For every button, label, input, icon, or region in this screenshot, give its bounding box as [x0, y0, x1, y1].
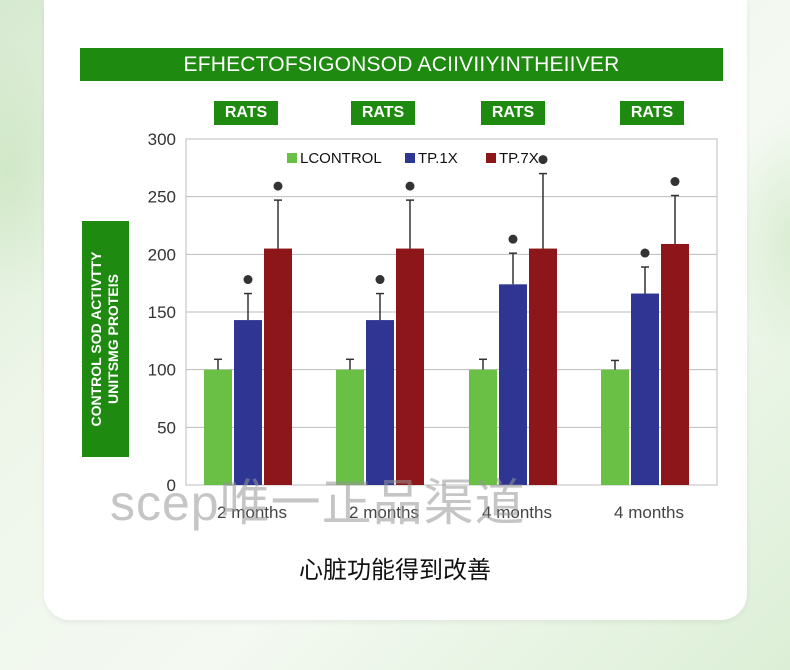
bar [631, 293, 659, 485]
y-tick-label: 300 [148, 130, 176, 149]
chart-caption: 心脏功能得到改善 [299, 557, 491, 584]
watermark: scep唯一正品渠道 [110, 475, 526, 531]
bar [601, 369, 629, 485]
bar [499, 284, 527, 485]
legend-swatch [486, 153, 496, 163]
legend-swatch [287, 153, 297, 163]
significance-dot [538, 155, 548, 165]
bar [264, 248, 292, 485]
y-axis-label-box [82, 221, 129, 457]
group-label-2: RATS [351, 101, 415, 125]
bar [366, 320, 394, 485]
bar [469, 369, 497, 485]
bar [396, 248, 424, 485]
legend-label: TP.7X [499, 150, 539, 167]
significance-dot [640, 248, 650, 258]
x-category-label: 2 months [217, 503, 287, 522]
legend-label: LCONTROL [300, 150, 382, 167]
chart-title: EFHECTOFSIGONSOD ACIIVIIYINTHEIIVER [183, 52, 620, 76]
y-tick-label: 250 [148, 188, 176, 207]
significance-dot [273, 181, 283, 191]
bar [529, 248, 557, 485]
bar [204, 369, 232, 485]
group-label-3: RATS [481, 101, 545, 125]
x-category-label: 2 months [349, 503, 419, 522]
y-tick-label: 150 [148, 303, 176, 322]
group-label-1: RATS [214, 101, 278, 125]
significance-dot [375, 275, 385, 285]
chart-title-bar: EFHECTOFSIGONSOD ACIIVIIYINTHEIIVER [80, 48, 723, 81]
group-label-4: RATS [620, 101, 684, 125]
y-tick-label: 200 [148, 245, 176, 264]
bar [336, 369, 364, 485]
bar [234, 320, 262, 485]
y-tick-label: 0 [167, 476, 176, 495]
x-category-label: 4 months [614, 503, 684, 522]
significance-dot [508, 234, 518, 244]
x-category-label: 4 months [482, 503, 552, 522]
significance-dot [405, 181, 415, 191]
bar [661, 243, 689, 485]
legend-swatch [405, 153, 415, 163]
significance-dot [243, 275, 253, 285]
significance-dot [670, 177, 680, 187]
y-tick-label: 50 [157, 418, 176, 437]
y-tick-label: 100 [148, 361, 176, 380]
legend-label: TP.1X [418, 150, 458, 167]
